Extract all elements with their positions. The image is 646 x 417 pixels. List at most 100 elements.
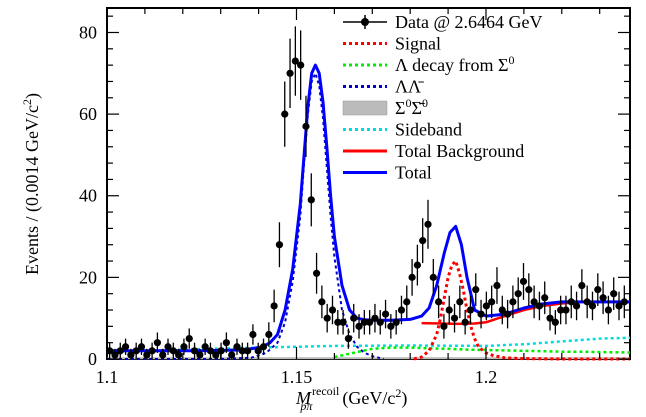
data-marker [610,290,618,298]
data-point [281,81,289,147]
y-axis-label-close: ) [22,93,43,99]
data-point [111,348,119,359]
data-marker [429,273,437,281]
data-marker [238,347,246,355]
plot-frame [106,7,631,360]
data-point [376,310,384,335]
data-marker [153,339,162,347]
data-marker [344,334,353,343]
data-point [222,332,230,353]
data-marker [180,343,188,351]
data-point [233,338,241,355]
legend-label-text: Data @ 2.6464 GeV [395,12,543,32]
data-point [599,281,607,315]
data-marker [164,343,172,351]
data-marker [472,286,480,294]
data-marker [206,347,215,355]
legend-label: Total Background [395,141,524,161]
data-point [212,348,220,359]
data-point [169,342,177,359]
data-marker [435,298,443,306]
x-axis-label: Mrecoil pπ (GeV/c2) [295,384,407,413]
data-marker [445,306,453,314]
data-point [355,314,363,339]
data-marker [159,351,167,359]
data-marker [456,298,464,306]
data-marker [185,334,193,343]
x-axis-label-main: M [295,388,312,408]
y-tick-label: 60 [79,104,97,124]
legend-label: Total [395,163,432,183]
signal-curve [413,259,630,361]
data-point [615,291,623,321]
data-marker [339,318,347,326]
data-point [244,342,252,359]
data-point [323,303,331,333]
data-marker [583,298,591,306]
data-point [541,281,549,315]
legend-label: Signal [395,34,441,54]
legend-item-data: Data @ 2.6464 GeV [343,12,543,32]
legend-label-sup2: 0 [422,96,428,110]
data-marker [551,318,559,326]
data-marker [148,347,156,355]
data-points-layer [106,26,628,359]
data-marker [137,343,146,351]
data-point [456,285,464,319]
x-axis-label-unit: (GeV/c [342,388,395,409]
data-marker [127,351,135,359]
y-axis-label: Events / (0.0014 GeV/c2) [20,93,43,275]
data-marker [291,57,299,65]
data-marker [567,298,575,306]
data-point [106,342,114,359]
data-marker [244,347,252,355]
data-marker [323,314,331,322]
data-point [302,95,310,157]
legend-item-lambda-lambdabar: ΛΛ̄ [343,77,424,97]
data-point [270,289,278,323]
data-marker [254,347,262,355]
lambda-decay-curve [334,346,631,359]
data-point [424,199,432,249]
data-marker [572,302,581,310]
data-marker [530,298,538,306]
data-marker [387,322,395,330]
data-point [535,291,544,321]
data-point [381,299,390,329]
data-marker [175,351,183,359]
data-marker [312,269,321,277]
data-marker [578,281,586,290]
data-marker [599,294,607,302]
data-point [482,291,490,321]
data-marker [106,347,114,355]
data-marker [588,302,597,310]
data-point [445,295,453,325]
y-axis-label-sup: 2 [20,99,34,105]
data-point [228,348,236,359]
data-marker [419,237,427,245]
legend-label-text: Total Background [395,141,524,161]
data-point [265,322,273,347]
data-point [583,285,591,319]
data-point [498,295,506,325]
data-point [594,273,602,306]
legend-label-mid: Σ̄ [411,98,424,118]
data-marker [318,298,326,306]
data-marker [557,306,565,314]
data-marker [297,61,305,69]
data-point [610,277,618,311]
data-marker [498,306,506,314]
data-point [562,295,570,325]
data-marker [562,306,570,314]
data-point [429,259,437,296]
data-point [514,277,522,311]
data-marker [381,310,390,318]
data-point [206,342,215,359]
legend-label: Sideband [395,120,462,140]
data-marker [366,318,374,326]
data-marker [228,351,236,359]
data-point [286,38,294,108]
sigma-sigmabar-band [107,357,630,360]
